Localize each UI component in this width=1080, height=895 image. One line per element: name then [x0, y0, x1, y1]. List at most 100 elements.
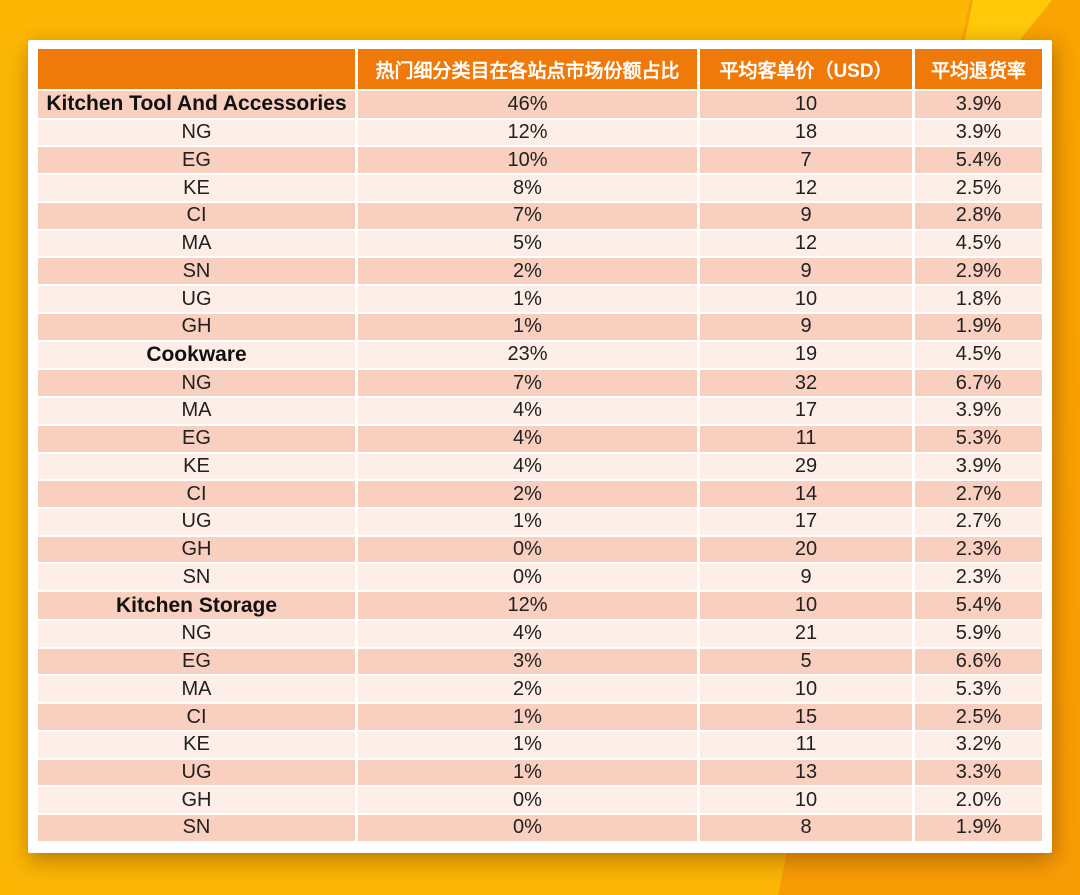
price-cell: 9: [700, 202, 915, 229]
label-cell: SN: [38, 564, 358, 591]
share-cell: 1%: [358, 509, 700, 535]
price-cell: 9: [700, 313, 915, 340]
label-cell: GH: [38, 536, 358, 563]
site-row: UG 1% 17 2.7%: [38, 507, 1042, 535]
price-cell: 17: [700, 398, 915, 424]
return_rate-cell: 4.5%: [955, 343, 1002, 366]
share-cell: 5%: [358, 230, 700, 257]
share-cell: 2%: [358, 481, 700, 508]
share-cell: 1%: [358, 286, 700, 312]
return_rate-cell: 2.3%: [955, 565, 1002, 588]
share-cell: 23%: [358, 341, 700, 369]
site-row: CI 7% 9 2.8%: [38, 200, 1042, 229]
price-cell: 18: [700, 119, 915, 146]
return_rate-cell: 2.8%: [955, 204, 1002, 227]
share-cell: 10%: [358, 147, 700, 174]
table-header-row: 热门细分类目在各站点市场份额占比 平均客单价（USD） 平均退货率: [38, 49, 1042, 89]
share-cell: 0%: [358, 815, 700, 841]
price-cell: 7: [700, 147, 915, 174]
share-cell: 2%: [358, 258, 700, 285]
return_rate-cell: 2.9%: [955, 259, 1002, 282]
return_rate-cell: 3.9%: [955, 92, 1002, 115]
price-cell: 20: [700, 536, 915, 563]
share-cell: 7%: [358, 370, 700, 397]
share-cell: 0%: [358, 787, 700, 814]
return_rate-cell: 1.9%: [955, 315, 1002, 338]
label-cell: UG: [38, 759, 358, 786]
return_rate-cell: 2.0%: [955, 788, 1002, 811]
site-row: GH 1% 9 1.9%: [38, 311, 1042, 340]
label-cell: UG: [38, 509, 358, 535]
share-cell: 3%: [358, 648, 700, 675]
share-cell: 1%: [358, 731, 700, 758]
category-row: Kitchen Tool And Accessories 46% 10 3.9%: [38, 89, 1042, 118]
label-cell: KE: [38, 731, 358, 758]
return_rate-cell: 5.9%: [955, 622, 1002, 645]
return_rate-cell: 2.7%: [955, 510, 1002, 533]
return_rate-cell: 3.2%: [955, 733, 1002, 756]
label-cell: CI: [38, 202, 358, 229]
site-row: CI 2% 14 2.7%: [38, 479, 1042, 508]
price-cell: 15: [700, 704, 915, 730]
site-row: SN 0% 9 2.3%: [38, 562, 1042, 591]
category-row: Kitchen Storage 12% 10 5.4%: [38, 590, 1042, 619]
price-cell: 11: [700, 425, 915, 452]
site-row: SN 0% 8 1.9%: [38, 813, 1042, 841]
price-cell: 9: [700, 564, 915, 591]
return_rate-cell: 2.5%: [955, 176, 1002, 199]
site-row: EG 3% 5 6.6%: [38, 646, 1042, 675]
share-cell: 7%: [358, 202, 700, 229]
site-row: KE 4% 29 3.9%: [38, 451, 1042, 480]
share-cell: 8%: [358, 175, 700, 201]
share-cell: 1%: [358, 313, 700, 340]
label-cell: EG: [38, 147, 358, 174]
price-cell: 14: [700, 481, 915, 508]
return_rate-cell: 2.5%: [955, 705, 1002, 728]
price-cell: 21: [700, 620, 915, 647]
label-cell: EG: [38, 425, 358, 452]
price-cell: 12: [700, 175, 915, 201]
return_rate-cell: 3.3%: [955, 760, 1002, 783]
return_rate-cell: 4.5%: [955, 232, 1002, 255]
price-cell: 32: [700, 370, 915, 397]
price-cell: 9: [700, 258, 915, 285]
label-cell: GH: [38, 313, 358, 340]
site-row: CI 1% 15 2.5%: [38, 702, 1042, 730]
share-cell: 4%: [358, 620, 700, 647]
price-cell: 5: [700, 648, 915, 675]
table-card: 热门细分类目在各站点市场份额占比 平均客单价（USD） 平均退货率 Kitche…: [28, 40, 1052, 853]
share-cell: 2%: [358, 676, 700, 703]
return_rate-cell: 3.9%: [955, 454, 1002, 477]
label-cell: KE: [38, 175, 358, 201]
label-cell: MA: [38, 398, 358, 424]
share-cell: 12%: [358, 592, 700, 619]
return_rate-cell: 5.3%: [955, 677, 1002, 700]
label-cell: UG: [38, 286, 358, 312]
price-cell: 8: [700, 815, 915, 841]
header-empty-cell: [38, 49, 358, 89]
site-row: EG 4% 11 5.3%: [38, 423, 1042, 452]
label-cell: Kitchen Storage: [38, 592, 358, 619]
label-cell: NG: [38, 620, 358, 647]
share-cell: 4%: [358, 453, 700, 480]
return_rate-cell: 2.7%: [955, 482, 1002, 505]
price-cell: 11: [700, 731, 915, 758]
label-cell: KE: [38, 453, 358, 480]
site-row: NG 7% 32 6.7%: [38, 368, 1042, 397]
return_rate-cell: 3.9%: [955, 121, 1002, 144]
site-row: NG 4% 21 5.9%: [38, 618, 1042, 647]
label-cell: SN: [38, 258, 358, 285]
site-row: EG 10% 7 5.4%: [38, 145, 1042, 174]
price-cell: 10: [700, 592, 915, 619]
price-cell: 29: [700, 453, 915, 480]
price-cell: 17: [700, 509, 915, 535]
label-cell: CI: [38, 704, 358, 730]
share-cell: 1%: [358, 759, 700, 786]
return_rate-cell: 5.3%: [955, 427, 1002, 450]
site-row: UG 1% 10 1.8%: [38, 284, 1042, 312]
price-cell: 13: [700, 759, 915, 786]
price-cell: 10: [700, 787, 915, 814]
return_rate-cell: 3.9%: [955, 399, 1002, 422]
site-row: UG 1% 13 3.3%: [38, 757, 1042, 786]
label-cell: EG: [38, 648, 358, 675]
